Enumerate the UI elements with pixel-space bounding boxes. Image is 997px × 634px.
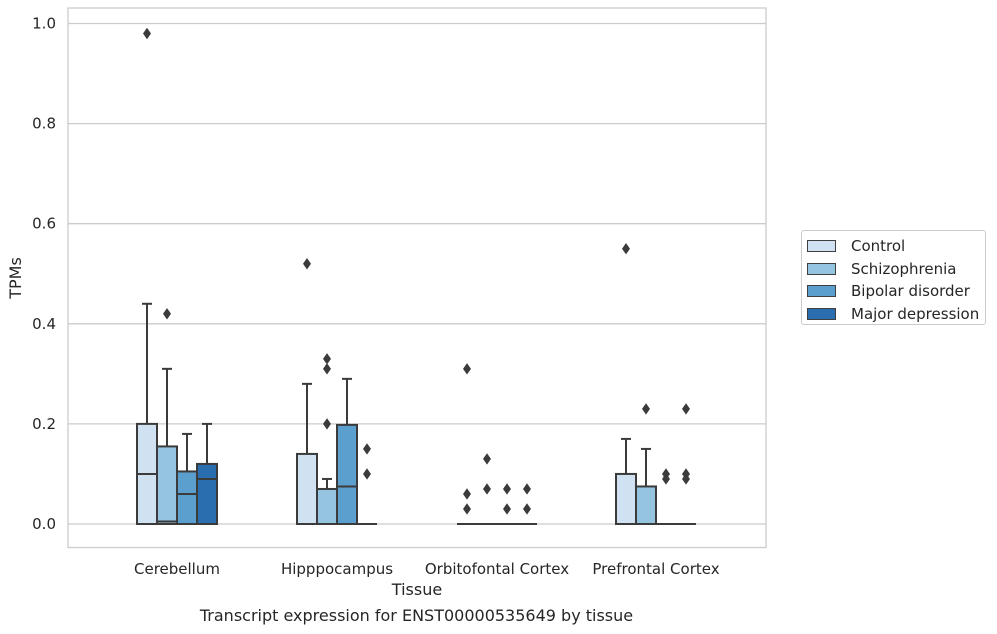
legend-item: Bipolar disorder <box>807 280 985 303</box>
outlier-point <box>323 418 331 430</box>
outlier-point <box>682 473 690 485</box>
outlier-point <box>363 443 371 455</box>
y-tick-label: 0.2 <box>32 415 56 433</box>
legend-swatch <box>807 307 836 320</box>
box-bipolar-disorder <box>176 432 198 526</box>
outlier-point <box>523 483 531 495</box>
x-tick-label: Hipppocampus <box>281 560 393 578</box>
legend-label: Schizophrenia <box>851 259 957 278</box>
outlier-point <box>143 27 151 40</box>
outlier-point <box>323 353 331 365</box>
legend-item: Schizophrenia <box>807 258 985 281</box>
legend-swatch <box>807 285 836 298</box>
box-body <box>156 445 178 525</box>
outlier-point <box>642 403 650 415</box>
outlier-point <box>483 483 491 495</box>
legend-swatch <box>807 240 836 253</box>
box-body <box>196 462 218 526</box>
y-tick-label: 0.4 <box>32 315 56 333</box>
box-control <box>296 382 318 525</box>
legend-label: Control <box>851 237 906 256</box>
legend-label: Major depression <box>851 304 980 323</box>
outlier-point <box>662 473 670 485</box>
legend-label: Bipolar disorder <box>851 282 970 301</box>
plot-area-frame <box>67 7 767 549</box>
y-tick-label: 0.8 <box>32 115 56 133</box>
outlier-point <box>503 483 511 495</box>
outlier-point <box>682 403 690 415</box>
box-body <box>336 423 358 525</box>
box-schizophrenia <box>316 477 338 525</box>
legend: Control Schizophrenia Bipolar disorder Majo… <box>801 230 986 325</box>
outlier-point <box>463 503 471 515</box>
y-axis-ticks: 0.0 0.2 0.4 0.6 0.8 1.0 <box>32 15 56 534</box>
outlier-point <box>163 308 171 320</box>
box-body <box>635 485 657 525</box>
x-tick-label: Cerebellum <box>134 560 220 578</box>
outlier-point <box>463 363 471 375</box>
box-body <box>615 472 637 526</box>
y-axis-label: TPMs <box>6 257 25 300</box>
x-axis-label: Tissue <box>391 580 442 599</box>
box-control <box>136 302 158 525</box>
legend-swatch <box>807 262 836 275</box>
x-tick-label: Orbitofontal Cortex <box>425 560 569 578</box>
outlier-point <box>622 243 630 255</box>
legend-item: Major depression <box>807 303 985 326</box>
outlier-point <box>483 453 491 465</box>
y-tick-label: 1.0 <box>32 15 56 33</box>
box-bipolar-disorder <box>336 377 358 525</box>
outlier-point <box>523 503 531 515</box>
x-tick-label: Prefrontal Cortex <box>592 560 719 578</box>
box-body <box>296 452 318 525</box>
y-tick-label: 0.6 <box>32 215 56 233</box>
outlier-point <box>463 488 471 500</box>
outliers <box>143 27 690 515</box>
outlier-point <box>303 258 311 270</box>
x-axis-ticks: Cerebellum Hipppocampus Orbitofontal Corte… <box>134 560 720 578</box>
boxes <box>136 302 696 526</box>
box-schizophrenia <box>156 367 178 525</box>
legend-item: Control <box>807 235 985 258</box>
box-major-depression <box>196 422 218 526</box>
outlier-point <box>323 363 331 375</box>
chart-caption: Transcript expression for ENST0000053564… <box>199 606 634 625</box>
box-control <box>615 437 637 526</box>
outlier-point <box>503 503 511 515</box>
y-tick-label: 0.0 <box>32 515 56 533</box>
box-schizophrenia <box>635 447 657 525</box>
box-body <box>176 470 198 526</box>
outlier-point <box>363 468 371 480</box>
box-body <box>316 487 338 525</box>
